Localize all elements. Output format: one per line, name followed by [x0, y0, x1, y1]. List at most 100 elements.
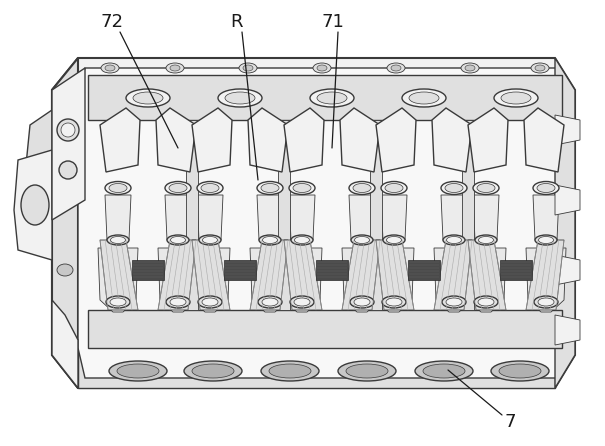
Ellipse shape — [57, 189, 73, 201]
Polygon shape — [250, 240, 288, 310]
Polygon shape — [434, 248, 474, 312]
Polygon shape — [473, 195, 499, 240]
Polygon shape — [132, 260, 164, 280]
Polygon shape — [100, 108, 140, 172]
Polygon shape — [500, 260, 532, 280]
Ellipse shape — [537, 183, 555, 193]
Ellipse shape — [310, 89, 354, 107]
Ellipse shape — [415, 361, 473, 381]
Ellipse shape — [295, 236, 310, 244]
Polygon shape — [100, 240, 138, 310]
Ellipse shape — [538, 236, 554, 244]
Ellipse shape — [184, 361, 242, 381]
Polygon shape — [197, 195, 223, 240]
Ellipse shape — [126, 89, 170, 107]
Text: 7: 7 — [504, 413, 515, 431]
Polygon shape — [342, 248, 382, 312]
Ellipse shape — [59, 161, 77, 179]
Ellipse shape — [117, 364, 159, 378]
Ellipse shape — [259, 235, 281, 245]
Ellipse shape — [494, 89, 538, 107]
Text: R: R — [230, 13, 242, 31]
Polygon shape — [555, 315, 580, 345]
Ellipse shape — [202, 298, 218, 306]
Ellipse shape — [385, 183, 403, 193]
Ellipse shape — [198, 296, 222, 308]
Ellipse shape — [192, 364, 234, 378]
Ellipse shape — [58, 325, 72, 335]
Polygon shape — [98, 248, 138, 312]
Ellipse shape — [535, 65, 545, 71]
Polygon shape — [158, 248, 198, 312]
Ellipse shape — [317, 65, 327, 71]
Ellipse shape — [133, 92, 163, 104]
Ellipse shape — [106, 296, 130, 308]
Ellipse shape — [313, 63, 331, 73]
Ellipse shape — [351, 235, 373, 245]
Ellipse shape — [465, 65, 475, 71]
Polygon shape — [165, 195, 191, 240]
Ellipse shape — [382, 296, 406, 308]
Ellipse shape — [105, 65, 115, 71]
Ellipse shape — [350, 296, 374, 308]
Text: 71: 71 — [322, 13, 344, 31]
Ellipse shape — [199, 235, 221, 245]
Ellipse shape — [442, 296, 466, 308]
Ellipse shape — [111, 236, 125, 244]
Ellipse shape — [170, 298, 186, 306]
Ellipse shape — [261, 361, 319, 381]
Polygon shape — [434, 240, 472, 310]
Polygon shape — [78, 68, 565, 378]
Polygon shape — [441, 195, 467, 240]
Polygon shape — [381, 195, 407, 240]
Polygon shape — [190, 248, 230, 312]
Polygon shape — [289, 195, 315, 240]
Ellipse shape — [346, 364, 388, 378]
Ellipse shape — [243, 65, 253, 71]
Polygon shape — [533, 195, 559, 240]
Polygon shape — [257, 195, 283, 240]
Ellipse shape — [110, 298, 126, 306]
Ellipse shape — [261, 183, 279, 193]
Polygon shape — [376, 108, 416, 172]
Polygon shape — [526, 240, 564, 310]
Ellipse shape — [101, 63, 119, 73]
Polygon shape — [14, 150, 52, 260]
Ellipse shape — [58, 115, 72, 125]
Ellipse shape — [353, 183, 371, 193]
Polygon shape — [524, 108, 564, 172]
Ellipse shape — [262, 298, 278, 306]
Ellipse shape — [109, 361, 167, 381]
Ellipse shape — [197, 182, 223, 194]
Ellipse shape — [535, 235, 557, 245]
Ellipse shape — [491, 361, 549, 381]
Polygon shape — [192, 108, 232, 172]
Ellipse shape — [109, 183, 127, 193]
Ellipse shape — [461, 63, 479, 73]
Ellipse shape — [387, 236, 402, 244]
Polygon shape — [376, 240, 414, 310]
Ellipse shape — [473, 182, 499, 194]
Ellipse shape — [257, 182, 283, 194]
Polygon shape — [462, 120, 474, 310]
Ellipse shape — [474, 296, 498, 308]
Text: 72: 72 — [100, 13, 123, 31]
Ellipse shape — [317, 92, 347, 104]
Ellipse shape — [445, 183, 463, 193]
Polygon shape — [466, 248, 506, 312]
Polygon shape — [186, 120, 198, 310]
Polygon shape — [282, 248, 322, 312]
Ellipse shape — [446, 298, 462, 306]
Polygon shape — [156, 108, 196, 172]
Polygon shape — [374, 248, 414, 312]
Ellipse shape — [501, 92, 531, 104]
Polygon shape — [316, 260, 348, 280]
Ellipse shape — [381, 182, 407, 194]
Polygon shape — [248, 108, 288, 172]
Ellipse shape — [441, 182, 467, 194]
Polygon shape — [342, 240, 380, 310]
Ellipse shape — [479, 236, 494, 244]
Ellipse shape — [290, 296, 314, 308]
Ellipse shape — [294, 298, 310, 306]
Polygon shape — [278, 120, 290, 310]
